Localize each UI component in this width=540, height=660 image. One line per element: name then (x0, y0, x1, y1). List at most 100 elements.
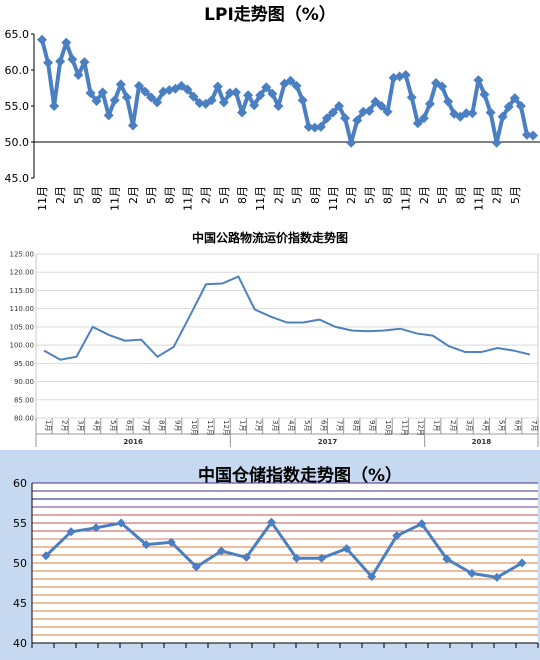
x-tick-label: 2月 (255, 420, 263, 431)
lpi-point (146, 92, 157, 103)
lpi-point (376, 101, 387, 111)
lpi-point (352, 115, 363, 126)
lpi-point (182, 84, 193, 95)
x-tick-label: 11月 (400, 420, 408, 436)
lpi-point (267, 88, 278, 99)
lpi-point (261, 82, 272, 93)
x-tick-label: 7月 (530, 420, 538, 431)
warehouse-point (266, 517, 276, 527)
freight-chart: 中国公路物流运价指数走势图 125.00 120.00 115.00 110.00 10… (10, 230, 539, 447)
y-tick-label: 120.00 (10, 269, 35, 277)
warehouse-chart: 中国仓储指数走势图（%） 60 55 50 45 40 (13, 465, 539, 650)
lpi-point (206, 95, 217, 106)
lpi-point (121, 92, 132, 103)
x-tick-label: 2月 (60, 420, 68, 431)
x-tick-label: 9月 (368, 420, 376, 431)
lpi-point (285, 75, 296, 86)
lpi-point (334, 101, 345, 111)
lpi-point (461, 108, 472, 119)
lpi-point (291, 80, 302, 91)
lpi-point (297, 95, 308, 106)
lpi-point (55, 56, 66, 67)
x-tick-label: 2月 (345, 186, 358, 204)
x-tick-label: 5月 (303, 420, 311, 431)
x-tick-label: 11月 (472, 186, 485, 211)
x-tick-label: 1月 (238, 420, 246, 431)
x-tick-label: 6月 (319, 420, 327, 431)
warehouse-point (116, 518, 126, 528)
y-tick-label: 115.00 (10, 287, 35, 295)
x-tick-label: 5月 (363, 186, 376, 204)
lpi-point (473, 75, 484, 86)
y-tick-label: 45 (13, 597, 27, 610)
x-tick-label: 12月 (222, 420, 230, 436)
x-tick-label: 1月 (433, 420, 441, 431)
lpi-point (67, 54, 78, 65)
lpi-point (255, 90, 266, 101)
x-tick-label: 5月 (109, 420, 117, 431)
x-tick-label: 2月 (54, 186, 67, 204)
lpi-point (400, 70, 411, 81)
lpi-point (237, 107, 248, 118)
x-tick-label: 11月 (400, 186, 413, 211)
x-tick-label: 11月 (181, 186, 194, 211)
x-tick-label: 5月 (218, 186, 231, 204)
lpi-point (327, 107, 338, 118)
x-tick-label: 9月 (174, 420, 182, 431)
y-tick-label: 55.0 (5, 100, 30, 113)
x-tick-label: 4月 (481, 420, 489, 431)
lpi-point (109, 95, 120, 106)
x-tick-label: 10月 (190, 420, 198, 436)
lpi-point (188, 91, 199, 102)
warehouse-point (517, 558, 527, 568)
warehouse-point (41, 551, 51, 561)
lpi-point (73, 70, 84, 81)
warehouse-point (467, 568, 477, 578)
lpi-point (273, 101, 284, 111)
lpi-point (491, 137, 502, 148)
lpi-point (346, 137, 357, 148)
x-tick-label: 11月 (206, 420, 214, 436)
y-tick-label: 110.00 (10, 305, 35, 313)
x-tick-label: 3月 (271, 420, 279, 431)
y-tick-label: 50.0 (5, 136, 30, 149)
lpi-point (224, 88, 235, 99)
lpi-point (321, 113, 332, 124)
warehouse-chart-title: 中国仓储指数走势图（%） (198, 465, 402, 486)
y-tick-label: 95.00 (14, 360, 34, 368)
lpi-point (85, 88, 96, 99)
x-tick-label: 8月 (309, 186, 322, 204)
x-tick-label: 8月 (157, 420, 165, 431)
lpi-point (49, 101, 60, 111)
warehouse-point (417, 519, 427, 529)
warehouse-chart-panel: 中国仓储指数走势图（%） 60 55 50 45 40 (0, 450, 540, 660)
x-tick-label: 8月 (163, 186, 176, 204)
lpi-point (497, 111, 508, 122)
lpi-point (515, 101, 526, 111)
lpi-point (467, 108, 478, 119)
x-tick-label: 2月 (491, 186, 504, 204)
lpi-point (91, 95, 102, 106)
x-tick-label: 2月 (449, 420, 457, 431)
lpi-point (115, 79, 126, 90)
lpi-series-line (40, 39, 534, 145)
warehouse-point (141, 540, 151, 550)
x-tick-label: 6月 (514, 420, 522, 431)
lpi-chart-panel: LPI走势图（%） 65.0 60.0 55.0 50.0 45.0 11月 2月 5月 8月 1… (0, 0, 540, 228)
y-tick-label: 50 (13, 557, 27, 570)
lpi-point (406, 92, 417, 103)
lpi-point (418, 113, 429, 124)
lpi-point (358, 106, 369, 117)
x-tick-label: 3月 (76, 420, 84, 431)
lpi-point (370, 96, 381, 107)
y-tick-label: 80.00 (14, 415, 34, 423)
lpi-point (79, 57, 90, 68)
freight-chart-title: 中国公路物流运价指数走势图 (192, 230, 348, 245)
warehouse-point (91, 523, 101, 533)
freight-series-line (43, 275, 531, 361)
x-tick-label: 7月 (336, 420, 344, 431)
x-tick-label: 11月 (109, 186, 122, 211)
year-label: 2018 (472, 438, 492, 446)
lpi-point (479, 89, 490, 100)
lpi-point (303, 121, 314, 132)
